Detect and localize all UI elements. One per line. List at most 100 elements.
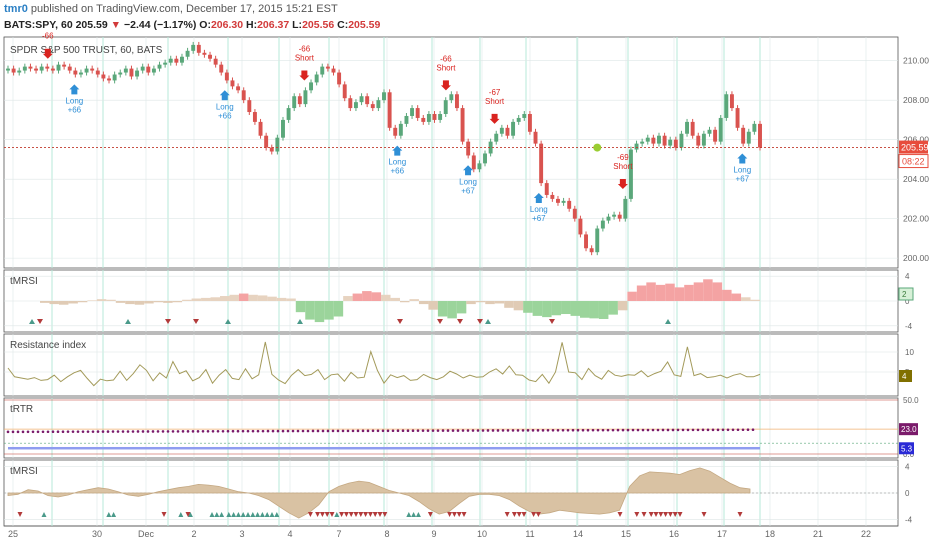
up-marker-icon xyxy=(41,512,47,517)
trtr-dot xyxy=(201,429,205,433)
candle-body xyxy=(247,100,252,113)
trtr-dot xyxy=(381,429,385,433)
trtr-dot xyxy=(411,429,415,432)
trtr-dot xyxy=(506,429,510,432)
trtr-dot xyxy=(281,429,285,433)
candle-body xyxy=(359,96,364,103)
long-signal-label: +67 xyxy=(736,174,750,183)
histogram-bar xyxy=(371,292,382,301)
trtr-dot xyxy=(131,430,135,433)
trtr-dot xyxy=(556,428,560,432)
histogram-bar xyxy=(636,285,647,301)
short-arrow-icon xyxy=(617,179,628,190)
histogram-bar xyxy=(153,301,164,303)
trtr-dot xyxy=(206,429,210,433)
candle-body xyxy=(292,96,297,109)
histogram-bar xyxy=(144,301,154,304)
candle-body xyxy=(679,133,684,148)
histogram-bar xyxy=(561,301,571,315)
candle-body xyxy=(539,143,544,184)
histogram-bar xyxy=(409,299,419,301)
trtr-dot xyxy=(96,430,100,433)
author-link[interactable]: tmr0 xyxy=(4,3,28,15)
candle-body xyxy=(758,123,762,148)
candle-body xyxy=(696,135,701,146)
trtr-volume-band xyxy=(8,446,760,450)
x-tick-label: 8 xyxy=(384,529,389,539)
trtr-dot xyxy=(341,429,345,433)
trtr-dot xyxy=(111,430,115,433)
trtr-dot xyxy=(346,429,350,433)
candle-body xyxy=(454,94,459,109)
trtr-dot xyxy=(536,429,540,432)
long-signal-label: Long xyxy=(388,158,406,167)
trtr-dot xyxy=(261,429,265,433)
up-marker-icon xyxy=(406,512,412,517)
candle-body xyxy=(73,70,78,75)
candle-body xyxy=(595,228,600,253)
trtr-dot xyxy=(461,429,465,432)
candle-body xyxy=(56,64,61,71)
down-marker-icon xyxy=(382,512,388,517)
trtr-dot xyxy=(421,429,425,432)
histogram-bar xyxy=(693,282,704,301)
trtr-dot xyxy=(716,428,720,432)
up-marker-icon xyxy=(225,319,231,324)
histogram-bar xyxy=(96,299,107,301)
trtr-dot xyxy=(151,430,155,433)
histogram-bar xyxy=(381,294,391,301)
long-signal-label: +67 xyxy=(532,214,546,223)
candle-body xyxy=(640,141,645,144)
candle-body xyxy=(415,108,420,118)
histogram-bar xyxy=(551,301,562,316)
short-arrow-icon xyxy=(489,113,500,124)
high-label: H: xyxy=(246,19,258,31)
candle-body xyxy=(494,133,499,142)
x-tick-label: 14 xyxy=(573,529,583,539)
trtr-dot xyxy=(441,429,445,432)
marker-dot xyxy=(593,143,602,152)
histogram-bar xyxy=(210,297,220,301)
trtr-dot xyxy=(161,430,165,433)
trtr-dot xyxy=(236,429,240,433)
trtr-dot xyxy=(91,430,95,433)
candle-body xyxy=(84,68,89,73)
y-tick-label: 0 xyxy=(905,297,910,306)
trtr-dot xyxy=(291,429,295,433)
candle-body xyxy=(269,147,274,152)
short-signal-label: -66 xyxy=(299,44,311,53)
up-marker-icon xyxy=(235,512,241,517)
candle-body xyxy=(309,82,314,91)
candle-body xyxy=(365,96,370,105)
last-price-badge xyxy=(899,140,928,154)
trtr-dot xyxy=(616,428,620,432)
candle-body xyxy=(281,119,285,138)
trtr-dot xyxy=(666,428,670,432)
candle-body xyxy=(252,112,257,122)
y-tick-label: 206.00 xyxy=(903,135,929,145)
candle-body xyxy=(668,139,673,146)
trtr-dot xyxy=(241,429,245,433)
candle-body xyxy=(17,70,22,73)
x-tick-label: 4 xyxy=(287,529,292,539)
osc-last-badge xyxy=(898,287,914,301)
candle-body xyxy=(645,137,650,142)
histogram-bar xyxy=(305,301,315,320)
trtr-dot xyxy=(136,430,140,433)
long-arrow-icon xyxy=(463,165,474,176)
down-marker-icon xyxy=(672,512,678,517)
down-arrow-icon: ▼ xyxy=(110,19,122,31)
last-price-label: 205.59 xyxy=(901,143,929,153)
histogram-bar xyxy=(191,298,202,301)
symbol-label[interactable]: BATS:SPY, 60 xyxy=(4,19,73,31)
trtr-dot xyxy=(711,428,715,432)
trtr-dot xyxy=(121,430,125,433)
trtr-dot xyxy=(246,429,250,433)
candle-body xyxy=(135,70,140,77)
trtr-dot xyxy=(251,429,255,433)
down-marker-icon xyxy=(641,512,647,517)
histogram-bar xyxy=(267,296,277,301)
trtr-dot xyxy=(691,428,695,432)
trtr-dot xyxy=(296,429,300,433)
